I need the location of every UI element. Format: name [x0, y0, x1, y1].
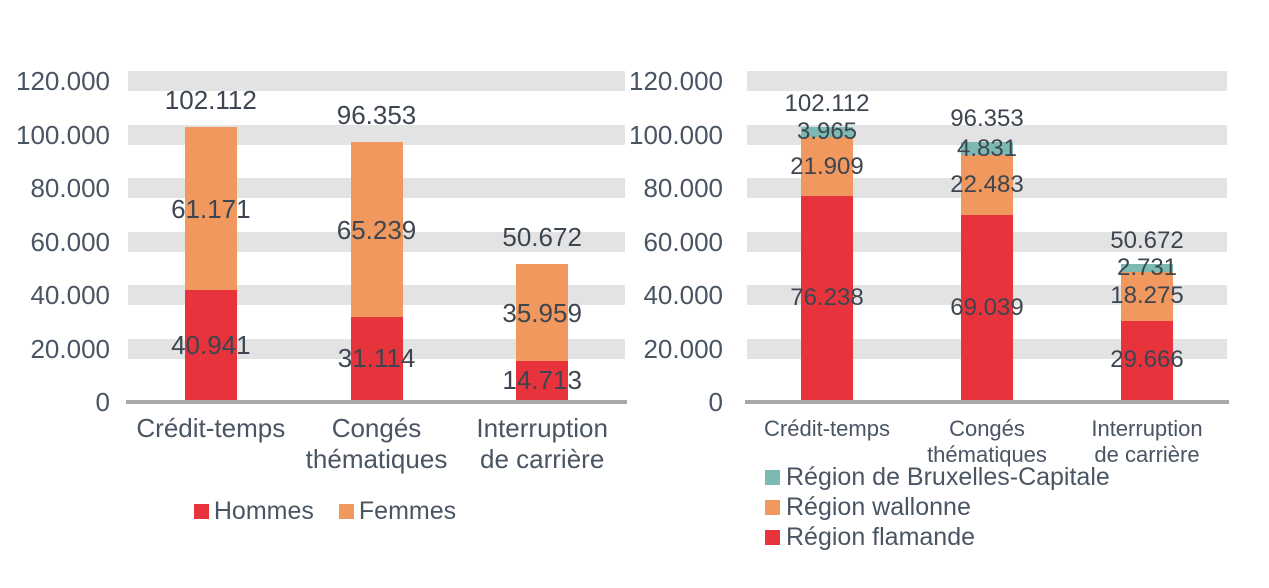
category-label: Interruption de carrière — [1091, 416, 1203, 467]
y-tick-label: 0 — [708, 387, 723, 417]
y-tick-label: 20.000 — [643, 333, 723, 364]
y-tick-label: 40.000 — [30, 280, 110, 310]
category-label: Crédit-temps — [764, 416, 890, 441]
legend-label: Région flamande — [786, 522, 976, 551]
bar-segment — [801, 126, 853, 138]
bar-segment — [801, 196, 853, 400]
legend-item: Région de Bruxelles-Capitale — [765, 462, 1110, 492]
bar-segment — [1121, 264, 1173, 272]
legend-swatch — [193, 503, 209, 519]
segment-value-label: 3.965 — [796, 118, 858, 146]
legend-item: Région flamande — [765, 522, 975, 552]
bar-segment — [184, 126, 237, 291]
bar-segment — [801, 137, 853, 197]
bar-segment — [1121, 320, 1173, 400]
category-label: Congés thématiques — [927, 416, 1047, 467]
total-value-label: 102.112 — [784, 89, 870, 117]
legend: Hommes Femmes — [0, 496, 650, 526]
segment-value-label: 35.959 — [502, 297, 582, 328]
segment-value-label: 40.941 — [171, 330, 251, 361]
y-tick-label: 100.000 — [16, 119, 110, 150]
segment-value-label: 14.713 — [502, 365, 582, 396]
legend-swatch — [338, 503, 354, 519]
bar-segment — [350, 142, 403, 317]
segment-value-label: 29.666 — [1110, 346, 1184, 374]
y-tick-label: 80.000 — [643, 173, 723, 203]
y-tick-label: 40.000 — [643, 280, 723, 310]
category-label: Interruption de carrière — [476, 413, 608, 474]
segment-value-label: 21.909 — [790, 152, 864, 180]
y-tick-label: 60.000 — [30, 226, 110, 257]
legend-label: Femmes — [358, 496, 457, 525]
bar-segment — [350, 316, 403, 400]
y-tick-label: 20.000 — [30, 333, 110, 364]
category-label: Crédit-temps — [136, 413, 286, 443]
y-tick-label: 80.000 — [30, 173, 110, 203]
segment-value-label: 18.275 — [1110, 282, 1184, 310]
bar-segment — [961, 142, 1013, 156]
segment-value-label: 61.171 — [171, 193, 251, 224]
y-tick-label: 120.000 — [16, 66, 110, 96]
x-axis-line — [745, 400, 1229, 404]
legend-item: Femmes — [338, 496, 457, 526]
legend-label: Région wallonne — [786, 492, 971, 521]
legend-item: Région wallonne — [765, 492, 971, 522]
segment-value-label: 2.731 — [1116, 254, 1178, 282]
bar-segment — [961, 155, 1013, 216]
segment-value-label: 69.039 — [950, 293, 1024, 321]
category-label: Congés thématiques — [305, 413, 448, 474]
legend-label: Hommes — [213, 496, 314, 525]
total-value-label: 96.353 — [336, 100, 417, 131]
legend-label: Région de Bruxelles-Capitale — [786, 462, 1110, 491]
legend-swatch — [765, 469, 780, 485]
total-value-label: 102.112 — [164, 84, 257, 115]
gridline-stripe — [128, 71, 625, 91]
segment-value-label: 65.239 — [336, 214, 417, 245]
legend-swatch — [765, 499, 780, 515]
y-tick-label: 0 — [95, 387, 110, 417]
total-value-label: 96.353 — [950, 105, 1024, 133]
y-tick-label: 100.000 — [629, 119, 723, 150]
total-value-label: 50.672 — [502, 222, 582, 253]
gridline-stripe — [747, 124, 1227, 145]
x-axis-line — [126, 400, 627, 404]
segment-value-label: 22.483 — [950, 171, 1024, 199]
legend-swatch — [765, 529, 780, 545]
y-tick-label: 120.000 — [629, 66, 723, 96]
gridline-stripe — [128, 124, 625, 145]
y-tick-label: 60.000 — [643, 226, 723, 257]
bar-segment — [1121, 271, 1173, 321]
bar-segment — [516, 264, 569, 361]
bar-segment — [184, 290, 237, 400]
segment-value-label: 76.238 — [790, 284, 864, 312]
total-value-label: 50.672 — [1110, 227, 1184, 255]
segment-value-label: 31.114 — [337, 343, 416, 374]
gridline-stripe — [747, 71, 1227, 91]
bar-segment — [961, 215, 1013, 400]
segment-value-label: 4.831 — [956, 134, 1018, 162]
legend-item: Hommes — [193, 496, 314, 526]
bar-segment — [516, 360, 569, 400]
